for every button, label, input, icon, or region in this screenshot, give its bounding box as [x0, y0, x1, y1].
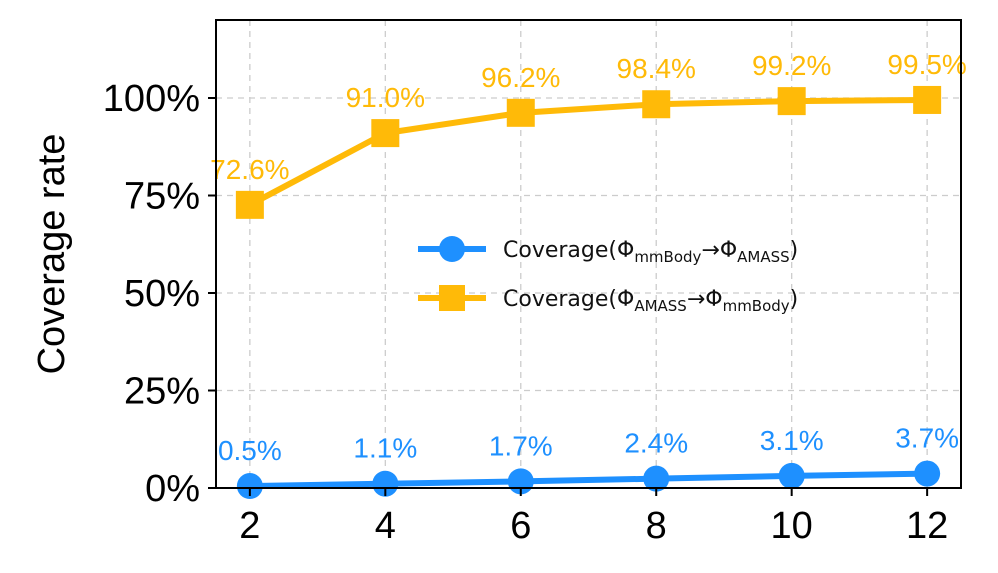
data-label: 72.6%	[210, 154, 289, 185]
axes: 2 4 6 8 10 12 0% 25% 50% 75% 100%	[103, 78, 948, 547]
y-tick-label: 50%	[124, 273, 200, 315]
data-point	[235, 190, 264, 219]
legend-label-series-2: Coverage(ΦAMASS→ΦmmBody)	[503, 287, 798, 315]
x-tick-label: 4	[375, 505, 396, 547]
data-label: 99.5%	[887, 49, 966, 80]
data-point	[372, 470, 399, 497]
data-point	[777, 87, 806, 116]
data-label: 96.2%	[481, 62, 560, 93]
x-tick-label: 12	[906, 505, 948, 547]
data-point	[778, 462, 805, 489]
legend-label-series-1: Coverage(ΦmmBody→ΦAMASS)	[503, 238, 798, 266]
legend: Coverage(ΦmmBody→ΦAMASS) Coverage(ΦAMASS…	[418, 236, 798, 315]
legend-marker-series-1	[439, 236, 465, 262]
data-point	[913, 85, 942, 114]
x-tick-label: 6	[510, 505, 531, 547]
x-tick-label: 10	[771, 505, 813, 547]
legend-entry-series-1: Coverage(ΦmmBody→ΦAMASS)	[418, 236, 798, 266]
data-label: 99.2%	[752, 50, 831, 81]
legend-marker-series-2	[439, 285, 465, 311]
data-point	[236, 473, 263, 500]
series-layer	[235, 85, 942, 500]
data-label: 1.7%	[489, 430, 553, 461]
data-point	[643, 465, 670, 492]
y-tick-label: 75%	[124, 176, 200, 218]
legend-entry-series-2: Coverage(ΦAMASS→ΦmmBody)	[418, 285, 798, 315]
data-label: 2.4%	[624, 428, 688, 459]
x-tick-label: 8	[646, 505, 667, 547]
data-point	[914, 460, 941, 487]
data-label: 1.1%	[353, 433, 417, 464]
series-line-2	[248, 96, 928, 208]
y-tick-label: 0%	[145, 468, 200, 510]
data-label: 91.0%	[346, 82, 425, 113]
data-point	[371, 119, 400, 148]
plot-frame	[215, 19, 962, 489]
data-point	[642, 90, 671, 119]
data-label: 98.4%	[617, 53, 696, 84]
y-axis-label: Coverage rate	[31, 134, 73, 375]
x-tick-label: 2	[239, 505, 260, 547]
data-point	[506, 98, 535, 127]
data-label: 0.5%	[218, 435, 282, 466]
y-tick-label: 100%	[103, 78, 200, 120]
series-line-1	[249, 470, 928, 490]
data-label: 3.7%	[895, 423, 959, 454]
data-labels: 0.5% 1.1% 1.7% 2.4% 3.1% 3.7% 72.6% 91.0% 96.2% 9…	[210, 49, 967, 466]
y-tick-label: 25%	[124, 371, 200, 413]
data-label: 3.1%	[760, 425, 824, 456]
